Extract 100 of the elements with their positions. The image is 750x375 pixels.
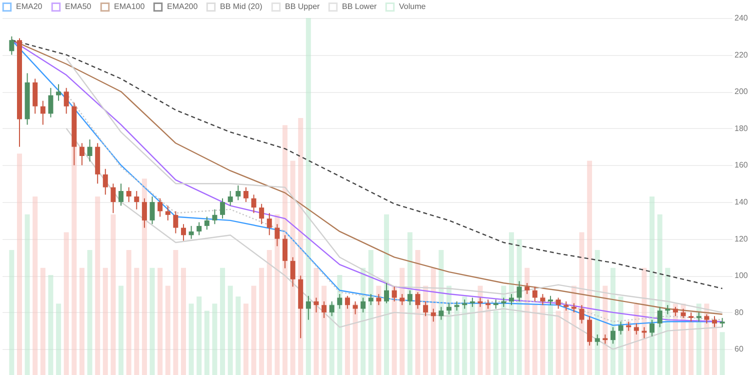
- candlestick: [40, 100, 46, 126]
- bar: [532, 304, 538, 375]
- bar: [95, 196, 100, 375]
- bar: [79, 268, 84, 375]
- legend-label: Volume: [399, 2, 426, 12]
- candlestick: [48, 87, 54, 118]
- candlestick: [329, 300, 334, 317]
- bar: [228, 286, 233, 375]
- bar: [508, 232, 514, 375]
- bar: [493, 310, 498, 375]
- candlestick: [236, 184, 241, 201]
- candlestick: [407, 290, 412, 306]
- legend-label: EMA200: [167, 2, 198, 12]
- bar: [102, 268, 108, 375]
- bar: [407, 232, 412, 375]
- y-tick-label: 200: [734, 87, 748, 96]
- candlestick: [602, 334, 608, 344]
- bar: [251, 286, 256, 375]
- bar: [720, 332, 725, 375]
- bar: [571, 286, 576, 375]
- bar: [594, 250, 600, 375]
- y-tick-label: 100: [734, 271, 748, 280]
- line-series: [66, 128, 723, 350]
- candlestick: [564, 300, 569, 312]
- bar: [243, 304, 248, 375]
- candlestick: [376, 294, 382, 306]
- candlestick: [400, 294, 405, 306]
- candlestick: [438, 306, 444, 320]
- candlestick: [540, 294, 546, 306]
- bar: [134, 268, 140, 375]
- legend-label: BB Mid (20): [220, 2, 263, 12]
- bar: [64, 232, 69, 375]
- candlestick: [212, 208, 218, 225]
- bar: [665, 268, 670, 375]
- candlestick: [415, 292, 420, 310]
- y-tick-label: 240: [734, 14, 748, 22]
- bar: [564, 304, 569, 375]
- bar: [454, 304, 460, 375]
- legend-label: BB Upper: [285, 2, 320, 12]
- bar: [650, 196, 655, 375]
- bar: [688, 321, 694, 375]
- legend-label: EMA50: [65, 2, 92, 12]
- candlestick: [322, 300, 327, 318]
- candlestick: [486, 299, 491, 310]
- bar: [430, 268, 436, 375]
- candlestick: [102, 168, 108, 196]
- candlestick: [680, 308, 686, 318]
- candlestick: [556, 297, 561, 310]
- bar: [540, 296, 546, 375]
- candlestick: [188, 225, 194, 240]
- candlestick: [423, 300, 428, 317]
- bar: [165, 286, 170, 375]
- candlestick: [314, 297, 319, 313]
- candlestick: [454, 300, 460, 312]
- candlestick: [610, 326, 616, 344]
- bar: [314, 268, 319, 375]
- bar: [368, 250, 374, 375]
- candlestick: [712, 316, 718, 328]
- legend-label: EMA20: [16, 2, 43, 12]
- bar: [204, 310, 210, 375]
- bar: [196, 296, 202, 375]
- bar: [306, 18, 311, 375]
- candlestick: [392, 286, 397, 302]
- candlestick: [204, 216, 210, 230]
- bar: [556, 310, 561, 375]
- bar: [236, 296, 241, 375]
- bar: [40, 268, 46, 375]
- bar: [672, 304, 678, 375]
- bar: [110, 214, 116, 375]
- bar: [212, 304, 218, 375]
- bar: [376, 286, 382, 375]
- bar: [126, 250, 132, 375]
- bar: [486, 304, 491, 375]
- bar: [32, 196, 38, 375]
- candlestick: [142, 198, 147, 228]
- bar: [150, 268, 155, 375]
- candlestick: [220, 198, 226, 220]
- bar: [87, 250, 92, 375]
- bar: [626, 321, 632, 375]
- candlestick: [360, 297, 366, 313]
- bar: [158, 268, 163, 375]
- candlestick: [532, 286, 538, 302]
- candlestick: [337, 294, 342, 310]
- bar: [352, 304, 358, 375]
- candlestick: [282, 234, 288, 269]
- bar: [478, 286, 483, 375]
- candlestick: [274, 224, 280, 247]
- candlestick: [243, 186, 248, 203]
- bar: [220, 268, 226, 375]
- candlestick: [720, 317, 725, 328]
- candlestick: [110, 183, 116, 214]
- candlestick: [259, 203, 264, 225]
- candlestick: [368, 294, 374, 306]
- candlestick: [672, 306, 678, 317]
- candlestick: [618, 321, 624, 336]
- bar: [16, 154, 22, 375]
- candlestick: [165, 205, 170, 221]
- bar: [501, 286, 506, 375]
- y-tick-label: 220: [734, 50, 748, 60]
- bar: [173, 250, 178, 375]
